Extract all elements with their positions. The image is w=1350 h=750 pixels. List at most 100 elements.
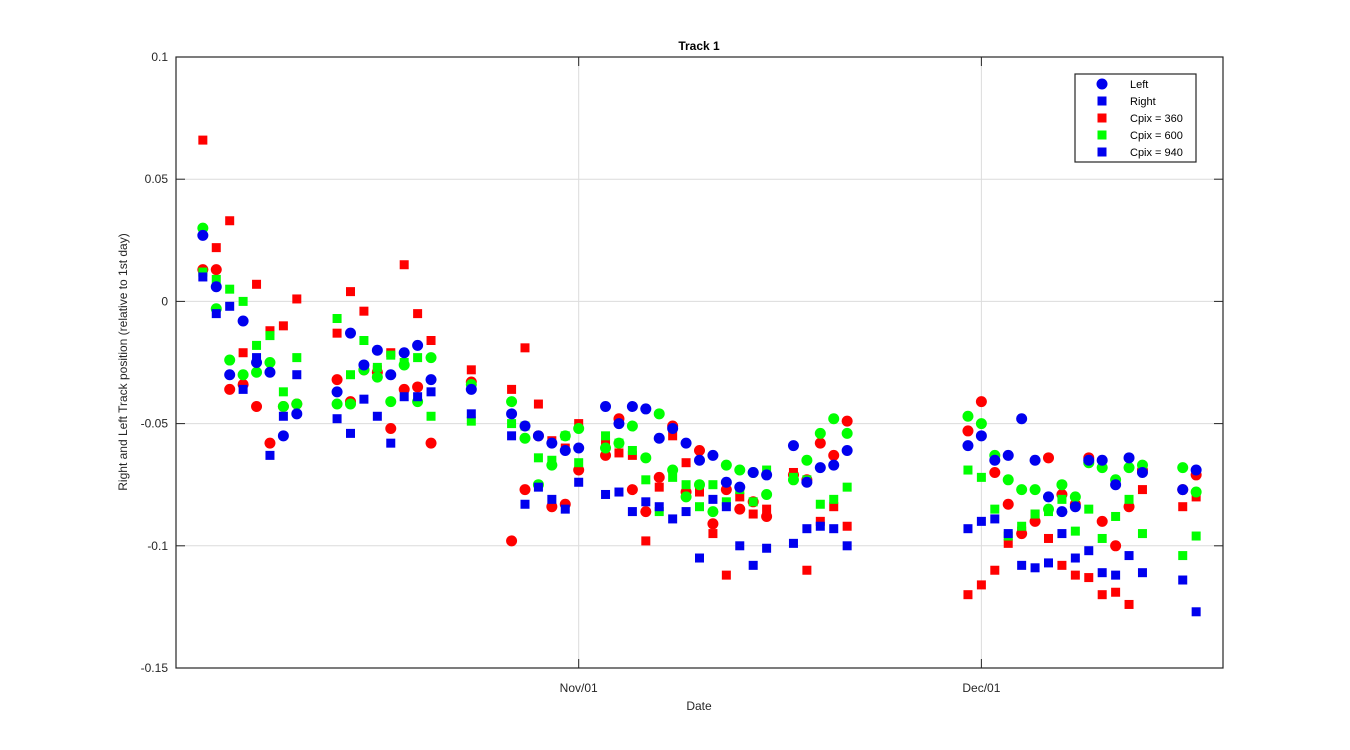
left-c360-point: [841, 415, 853, 427]
right-c360-point: [963, 590, 973, 600]
left-c360-point: [975, 396, 987, 408]
right-c600-point: [1191, 531, 1201, 541]
left-c600-point: [331, 398, 343, 410]
left-c940-point: [801, 476, 813, 488]
left-c940-point: [1083, 454, 1095, 466]
left-c940-point: [291, 408, 303, 420]
right-c940-point: [265, 450, 275, 460]
left-c360-point: [814, 437, 826, 449]
right-c360-point: [654, 482, 664, 492]
right-c600-point: [198, 267, 208, 277]
left-c600-point: [814, 427, 826, 439]
right-c600-point: [252, 340, 262, 350]
left-c940-point: [331, 386, 343, 398]
right-c940-point: [601, 489, 611, 499]
right-c360-point: [681, 458, 691, 468]
left-c940-point: [1069, 501, 1081, 513]
left-c940-point: [1096, 454, 1108, 466]
left-c940-point: [707, 449, 719, 461]
right-c940-point: [654, 502, 664, 512]
left-c600-point: [1002, 474, 1014, 486]
left-c600-point: [1190, 486, 1202, 498]
right-c940-point: [990, 514, 1000, 524]
legend-label: Cpix = 360: [1130, 113, 1183, 125]
right-c600-point: [1017, 521, 1027, 531]
right-c600-point: [1057, 494, 1067, 504]
left-c940-point: [841, 444, 853, 456]
right-c360-point: [815, 516, 825, 526]
left-c360-point: [251, 400, 263, 412]
right-c600-point: [346, 370, 355, 380]
left-c940-point: [197, 229, 209, 241]
left-c600-point: [640, 452, 652, 464]
left-c940-point: [385, 369, 397, 381]
right-c940-point: [681, 507, 691, 517]
left-c360-point: [626, 484, 638, 496]
left-c360-point: [425, 437, 437, 449]
right-c600-point: [1178, 551, 1188, 561]
y-tick-label: -0.1: [147, 539, 168, 553]
left-c940-point: [573, 442, 585, 454]
right-c360-point: [346, 287, 355, 297]
y-tick-label: -0.05: [141, 417, 169, 431]
left-c940-point: [747, 466, 759, 478]
right-c600-point: [413, 353, 423, 363]
right-c360-point: [1178, 502, 1188, 512]
left-c360-point: [694, 444, 705, 456]
right-c600-point: [533, 453, 543, 463]
right-c940-point: [332, 414, 342, 424]
right-c940-point: [533, 482, 543, 492]
legend-label: Cpix = 600: [1130, 130, 1183, 142]
left-c940-point: [251, 357, 263, 368]
right-c360-point: [1111, 587, 1121, 597]
right-c600-point: [976, 472, 986, 482]
left-c940-point: [277, 430, 289, 442]
left-c940-point: [626, 400, 638, 412]
legend-marker-square: [1097, 96, 1107, 106]
right-c940-point: [225, 301, 235, 311]
right-c360-point: [1003, 538, 1013, 548]
left-c360-point: [331, 374, 343, 386]
left-c940-point: [559, 444, 571, 456]
right-c940-point: [1124, 551, 1134, 561]
legend-marker-circle: [1096, 78, 1108, 90]
right-c600-point: [990, 504, 1000, 514]
right-c940-point: [547, 494, 557, 504]
right-c940-point: [198, 272, 208, 282]
right-c360-point: [695, 487, 704, 497]
right-c940-point: [976, 516, 986, 526]
left-c600-point: [600, 442, 612, 454]
left-c600-point: [385, 396, 397, 408]
left-c360-point: [546, 501, 558, 513]
left-c940-point: [546, 437, 558, 449]
left-c360-point: [385, 422, 397, 434]
left-c360-point: [761, 510, 773, 522]
right-c360-point: [1137, 485, 1147, 495]
right-c940-point: [278, 411, 288, 421]
left-c360-point: [734, 503, 746, 515]
left-c360-point: [264, 437, 276, 449]
right-c360-point: [265, 326, 275, 336]
right-c360-point: [211, 243, 221, 253]
right-c940-point: [574, 477, 584, 487]
left-c360-point: [828, 449, 840, 461]
left-c940-point: [1190, 464, 1202, 476]
right-c600-point: [963, 465, 973, 475]
left-c940-point: [1002, 449, 1014, 461]
right-c940-point: [520, 499, 530, 509]
y-tick-label: 0: [161, 294, 168, 308]
y-tick-label: -0.15: [141, 661, 169, 675]
right-c600-point: [842, 482, 852, 492]
right-c600-point: [466, 416, 476, 426]
right-c360-point: [1097, 590, 1107, 600]
right-c600-point: [748, 497, 758, 507]
left-c600-point: [371, 371, 383, 383]
left-c360-point: [989, 466, 1001, 478]
right-c600-point: [815, 499, 825, 509]
left-c940-point: [1177, 484, 1189, 496]
y-tick-label: 0.1: [151, 50, 168, 64]
left-c360-point: [707, 518, 719, 530]
left-c360-point: [1016, 528, 1028, 540]
right-c940-point: [1044, 558, 1053, 568]
left-c600-point: [667, 464, 679, 476]
